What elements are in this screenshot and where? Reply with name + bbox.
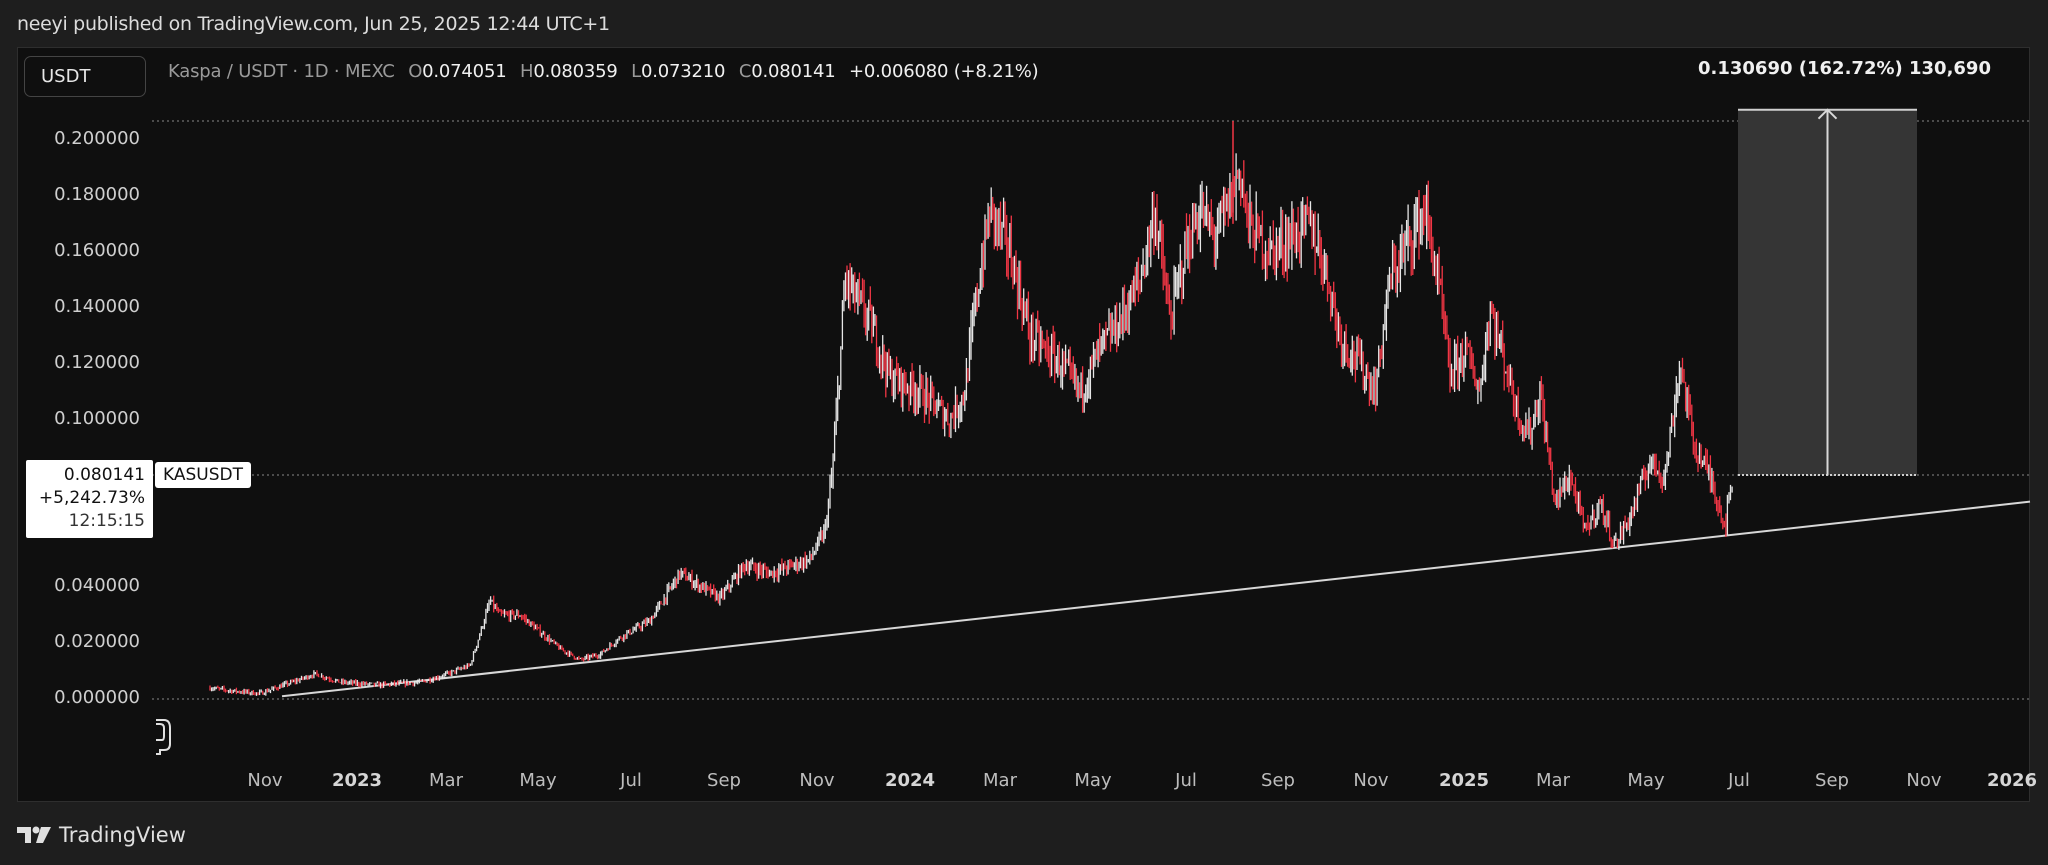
- bar-countdown: 12:15:15: [68, 511, 145, 531]
- time-tick: Nov: [799, 770, 835, 791]
- tradingview-logo[interactable]: TradingView: [17, 823, 186, 847]
- time-tick: 2026: [1986, 770, 2038, 791]
- time-tick: Jul: [1175, 770, 1197, 791]
- price-tick: 0.140000: [54, 295, 140, 317]
- price-tick: 0.120000: [54, 351, 140, 373]
- currency-button[interactable]: USDT: [24, 56, 146, 97]
- legend-low: 0.073210: [641, 61, 726, 82]
- ohlc-legend: Kaspa / USDT · 1D · MEXC O0.074051 H0.08…: [168, 61, 1039, 82]
- time-tick: May: [1627, 770, 1665, 791]
- time-tick: Mar: [1536, 770, 1570, 791]
- price-tick: 0.200000: [54, 128, 140, 149]
- time-tick: 2024: [884, 770, 936, 791]
- last-price-label: 0.080141 +5,242.73% 12:15:15: [26, 460, 153, 538]
- time-tick: Mar: [429, 770, 463, 791]
- price-tick: 0.160000: [54, 239, 140, 261]
- time-tick: Sep: [1261, 770, 1295, 791]
- time-tick: Jul: [620, 770, 642, 791]
- legend-close: 0.080141: [751, 61, 836, 82]
- brand-name: TradingView: [59, 823, 186, 847]
- legend-open: 0.074051: [422, 61, 507, 82]
- time-tick: Mar: [983, 770, 1017, 791]
- time-tick: Sep: [1815, 770, 1849, 791]
- scroll-to-realtime-icon[interactable]: [152, 710, 176, 756]
- time-tick: Nov: [1353, 770, 1389, 791]
- price-tick: 0.020000: [54, 631, 140, 653]
- price-tick: 0.180000: [54, 183, 140, 205]
- price-change-pct: +5,242.73%: [38, 488, 145, 508]
- price-tick: 0.040000: [54, 575, 140, 597]
- time-tick: 2023: [331, 770, 383, 791]
- published-caption: neeyi published on TradingView.com, Jun …: [17, 13, 610, 35]
- support-trendline[interactable]: [281, 500, 2031, 698]
- legend-title: Kaspa / USDT · 1D · MEXC: [168, 61, 395, 82]
- price-tick: 0.100000: [54, 407, 140, 429]
- time-tick: May: [1074, 770, 1112, 791]
- time-tick: Jul: [1728, 770, 1750, 791]
- time-tick: Nov: [1906, 770, 1942, 791]
- chart-frame[interactable]: [17, 47, 2030, 802]
- legend-high: 0.080359: [533, 61, 618, 82]
- symbol-tag: KASUSDT: [155, 462, 251, 488]
- legend-change: +0.006080 (+8.21%): [849, 61, 1039, 82]
- last-price: 0.080141: [63, 465, 145, 485]
- projection-label: 0.130690 (162.72%) 130,690: [1698, 58, 1991, 79]
- tradingview-logo-icon: [17, 826, 51, 843]
- time-tick: Nov: [247, 770, 283, 791]
- time-tick: 2025: [1438, 770, 1490, 791]
- time-tick: May: [519, 770, 557, 791]
- candles: [209, 120, 1733, 696]
- price-tick: 0.000000: [54, 687, 140, 708]
- time-tick: Sep: [707, 770, 741, 791]
